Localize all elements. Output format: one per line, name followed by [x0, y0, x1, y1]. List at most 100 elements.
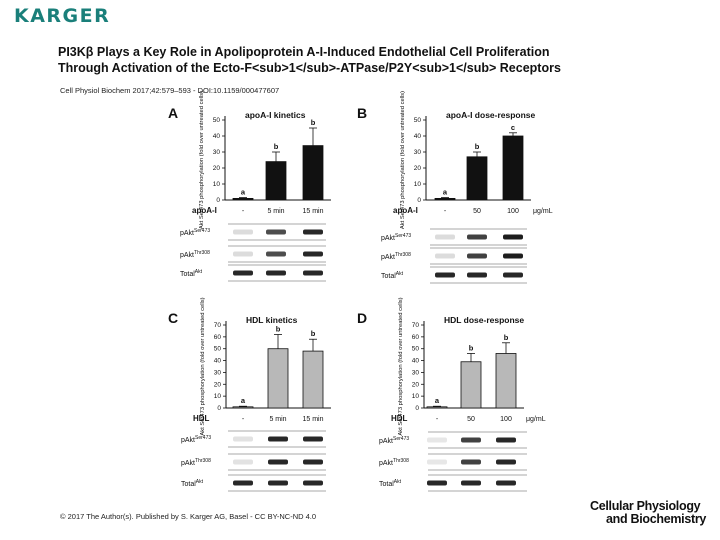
- treatment-label: apoA-I: [393, 206, 418, 215]
- blot-band: [303, 459, 323, 465]
- bar: [302, 145, 324, 201]
- treatment-label: apoA-I: [192, 206, 217, 215]
- significance-letter: b: [276, 324, 281, 333]
- significance-letter: c: [511, 123, 515, 132]
- y-tick-label: 40: [214, 358, 222, 365]
- blot-label: TotalAkt: [181, 479, 204, 488]
- blot-band: [303, 251, 323, 257]
- category-label: -: [444, 208, 447, 215]
- y-tick-label: 20: [412, 381, 420, 388]
- bar: [232, 406, 254, 409]
- blot-band: [467, 253, 487, 259]
- significance-letter: a: [435, 396, 440, 405]
- blot-band: [233, 480, 253, 486]
- y-axis-label: Akt Ser473 phosphorylation (fold over un…: [400, 91, 406, 229]
- karger-logo: KARGER: [14, 5, 111, 27]
- blot-label: TotalAkt: [381, 271, 404, 280]
- y-axis-label: Akt Ser473 phosphorylation (fold over un…: [398, 297, 404, 435]
- y-axis-label: Akt Ser473 phosphorylation (fold over un…: [200, 297, 206, 435]
- treatment-label: HDL: [193, 414, 210, 423]
- panel-title-d: HDL dose-response: [444, 315, 524, 325]
- category-label: -: [242, 416, 245, 423]
- significance-letter: b: [504, 333, 509, 342]
- y-tick-label: 20: [214, 381, 222, 388]
- blot-label: pAktThr308: [379, 458, 409, 467]
- bar: [460, 361, 482, 409]
- significance-letter: b: [311, 329, 316, 338]
- bar: [267, 348, 289, 409]
- category-label: 5 min: [269, 416, 286, 423]
- blot-band: [467, 272, 487, 278]
- panel-letter-b: B: [357, 105, 367, 121]
- y-tick-label: 0: [415, 405, 419, 412]
- brand-line-2: and Biochemistry: [606, 512, 707, 526]
- bar: [232, 197, 254, 201]
- bar: [434, 197, 456, 201]
- blot-band: [268, 436, 288, 442]
- blot-band: [435, 253, 455, 259]
- bar: [502, 135, 524, 201]
- y-tick-label: 10: [412, 393, 420, 400]
- panel-letter-c: C: [168, 310, 178, 326]
- significance-letter: b: [475, 142, 480, 151]
- blot-band: [496, 459, 516, 465]
- y-tick-label: 30: [414, 149, 422, 156]
- y-tick-label: 40: [414, 133, 422, 140]
- blot-label: TotalAkt: [180, 269, 203, 278]
- significance-letter: b: [469, 343, 474, 352]
- blot-band: [233, 270, 253, 276]
- blot-label: TotalAkt: [379, 479, 402, 488]
- blot-label: pAktSer473: [379, 436, 409, 445]
- category-label: 5 min: [267, 208, 284, 215]
- blot-band: [461, 437, 481, 443]
- blot-band: [461, 480, 481, 486]
- category-label: 15 min: [302, 208, 323, 215]
- blot-label: pAktSer473: [181, 435, 211, 444]
- category-label: 100: [507, 208, 519, 215]
- y-tick-label: 50: [213, 117, 221, 124]
- blot-band: [266, 251, 286, 257]
- journal-brand: Cellular Physiology and Biochemistry: [590, 500, 706, 526]
- significance-letter: b: [274, 142, 279, 151]
- y-tick-label: 30: [214, 369, 222, 376]
- y-tick-label: 40: [412, 358, 420, 365]
- unit-label: μg/mL: [526, 416, 546, 423]
- y-tick-label: 30: [213, 149, 221, 156]
- blot-band: [503, 272, 523, 278]
- title-line-1: PI3Kβ Plays a Key Role in Apolipoprotein…: [58, 45, 550, 59]
- y-tick-label: 50: [412, 346, 420, 353]
- blot-band: [266, 229, 286, 235]
- blot-band: [427, 437, 447, 443]
- y-tick-label: 0: [216, 197, 220, 204]
- slide-title: PI3Kβ Plays a Key Role in Apolipoprotein…: [58, 44, 698, 76]
- title-line-2: Through Activation of the Ecto-F<sub>1</…: [58, 61, 561, 75]
- bar: [466, 156, 488, 201]
- blot-band: [268, 480, 288, 486]
- bar: [495, 353, 517, 409]
- blot-band: [303, 436, 323, 442]
- significance-letter: a: [443, 188, 448, 197]
- blot-label: pAktThr308: [180, 250, 210, 259]
- blot-label: pAktThr308: [381, 252, 411, 261]
- panel-letter-d: D: [357, 310, 367, 326]
- y-tick-label: 70: [214, 322, 222, 329]
- blot-band: [503, 234, 523, 240]
- bar: [302, 350, 324, 409]
- y-tick-label: 60: [214, 334, 222, 341]
- treatment-label: HDL: [391, 414, 408, 423]
- category-label: 15 min: [302, 416, 323, 423]
- significance-letter: a: [241, 188, 246, 197]
- y-tick-label: 40: [213, 133, 221, 140]
- bar: [426, 406, 448, 409]
- citation: Cell Physiol Biochem 2017;42:579–593 - D…: [60, 86, 280, 95]
- brand-line-1: Cellular Physiology: [590, 499, 701, 513]
- category-label: -: [242, 208, 245, 215]
- panel-letter-a: A: [168, 105, 178, 121]
- blot-band: [303, 229, 323, 235]
- category-label: -: [436, 416, 439, 423]
- category-label: 50: [473, 208, 481, 215]
- significance-letter: a: [241, 396, 246, 405]
- y-tick-label: 30: [412, 369, 420, 376]
- y-tick-label: 10: [414, 181, 422, 188]
